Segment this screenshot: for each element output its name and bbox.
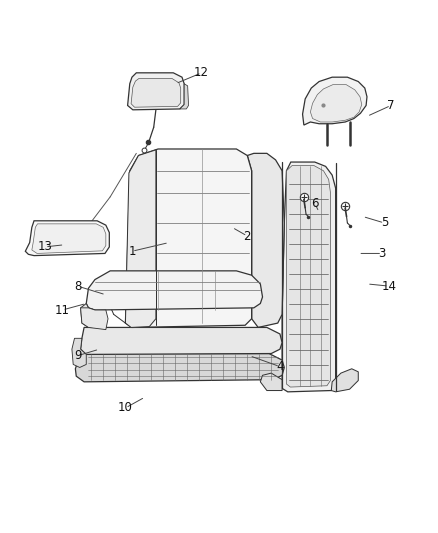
Text: 14: 14 — [381, 280, 396, 293]
Text: 1: 1 — [128, 245, 136, 258]
Polygon shape — [81, 327, 282, 354]
Polygon shape — [303, 77, 367, 125]
Polygon shape — [75, 353, 284, 382]
Polygon shape — [331, 369, 358, 392]
Text: 5: 5 — [381, 216, 388, 230]
Polygon shape — [32, 224, 106, 254]
Polygon shape — [260, 373, 282, 391]
Text: 9: 9 — [74, 349, 81, 362]
Text: 2: 2 — [244, 230, 251, 243]
Text: 13: 13 — [38, 240, 53, 253]
Polygon shape — [125, 149, 252, 327]
Text: 12: 12 — [194, 66, 209, 79]
Text: 11: 11 — [55, 303, 70, 317]
Polygon shape — [180, 84, 188, 109]
Text: 8: 8 — [74, 280, 81, 293]
Text: 4: 4 — [276, 360, 284, 373]
Polygon shape — [131, 78, 181, 107]
Polygon shape — [282, 162, 336, 392]
Polygon shape — [81, 303, 95, 327]
Polygon shape — [86, 271, 262, 310]
Polygon shape — [25, 221, 110, 256]
Text: 3: 3 — [378, 247, 386, 260]
Polygon shape — [311, 85, 362, 122]
Text: 6: 6 — [311, 197, 318, 210]
Polygon shape — [247, 154, 284, 327]
Polygon shape — [286, 166, 330, 387]
Polygon shape — [72, 338, 86, 367]
Text: 7: 7 — [387, 99, 395, 112]
Polygon shape — [81, 308, 108, 329]
Text: 10: 10 — [118, 401, 133, 415]
Polygon shape — [125, 150, 156, 327]
Polygon shape — [127, 73, 184, 110]
